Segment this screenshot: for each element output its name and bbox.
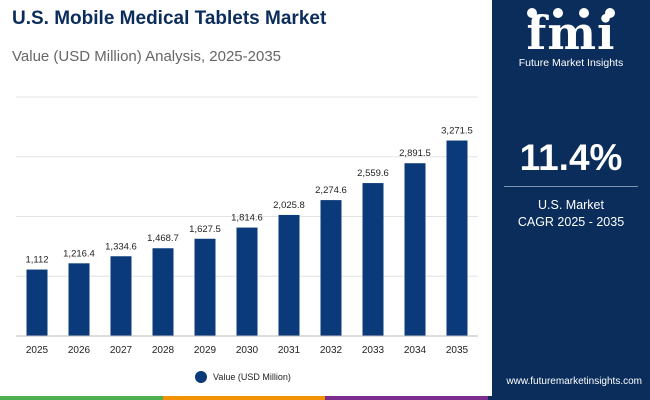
data-label-2033: 2,559.6 — [357, 168, 389, 179]
x-tick-2029: 2029 — [194, 345, 217, 356]
logo-icons — [527, 8, 615, 18]
bar-2034 — [404, 163, 426, 336]
data-label-2035: 3,271.5 — [441, 126, 473, 137]
side-panel: fmi Future Market Insights 11.4% U.S. Ma… — [492, 0, 650, 400]
bar-2029 — [194, 238, 216, 336]
bar-2028 — [152, 248, 174, 336]
x-tick-2026: 2026 — [68, 345, 91, 356]
x-tick-2035: 2035 — [446, 345, 469, 356]
x-tick-2033: 2033 — [362, 345, 385, 356]
data-label-2031: 2,025.8 — [273, 200, 305, 211]
data-label-2025: 1,112 — [25, 255, 48, 266]
x-tick-2030: 2030 — [236, 345, 259, 356]
brand-name: Future Market Insights — [518, 57, 624, 69]
bar-2026 — [68, 263, 90, 336]
x-tick-2031: 2031 — [278, 345, 301, 356]
brand-logo: fmi — [526, 6, 616, 60]
bottom-stripe-orange — [162, 396, 325, 400]
data-label-2028: 1,468.7 — [147, 233, 179, 244]
cagr-label-market: U.S. Market — [538, 198, 604, 212]
x-tick-2027: 2027 — [110, 345, 133, 356]
bar-2031 — [278, 214, 300, 336]
data-label-2034: 2,891.5 — [399, 148, 431, 159]
website-url[interactable]: www.futuremarketinsights.com — [506, 376, 642, 387]
bottom-stripe-purple — [325, 396, 488, 400]
bar-2035 — [446, 140, 468, 336]
legend-label: Value (USD Million) — [213, 372, 291, 382]
legend-swatch — [195, 371, 207, 383]
bottom-stripe-navy — [487, 396, 650, 400]
bottom-color-bar — [0, 396, 650, 400]
data-label-2029: 1,627.5 — [189, 224, 221, 235]
bar-2030 — [236, 227, 258, 336]
bar-2032 — [320, 200, 342, 336]
chart-title: U.S. Mobile Medical Tablets Market — [12, 8, 327, 29]
cagr-divider — [504, 186, 638, 187]
data-label-2030: 1,814.6 — [231, 213, 263, 224]
data-label-2027: 1,334.6 — [105, 241, 137, 252]
x-tick-2028: 2028 — [152, 345, 175, 356]
bar-2033 — [362, 183, 384, 336]
bar-2027 — [110, 256, 132, 336]
bar-2025 — [26, 269, 48, 336]
legend: Value (USD Million) — [195, 371, 291, 383]
cagr-label-period: CAGR 2025 - 2035 — [517, 215, 625, 229]
bar-chart: 1,112 2025 1,216.4 2026 1,334.6 2027 1,468.7 20… — [16, 96, 478, 356]
cagr-value: 11.4% — [519, 137, 623, 178]
bottom-stripe-green — [0, 396, 163, 400]
chart-subtitle: Value (USD Million) Analysis, 2025-2035 — [12, 48, 282, 65]
x-tick-2032: 2032 — [320, 345, 343, 356]
data-label-2032: 2,274.6 — [315, 185, 347, 196]
x-tick-2034: 2034 — [404, 345, 427, 356]
data-label-2026: 1,216.4 — [63, 248, 95, 259]
x-tick-2025: 2025 — [26, 345, 49, 356]
